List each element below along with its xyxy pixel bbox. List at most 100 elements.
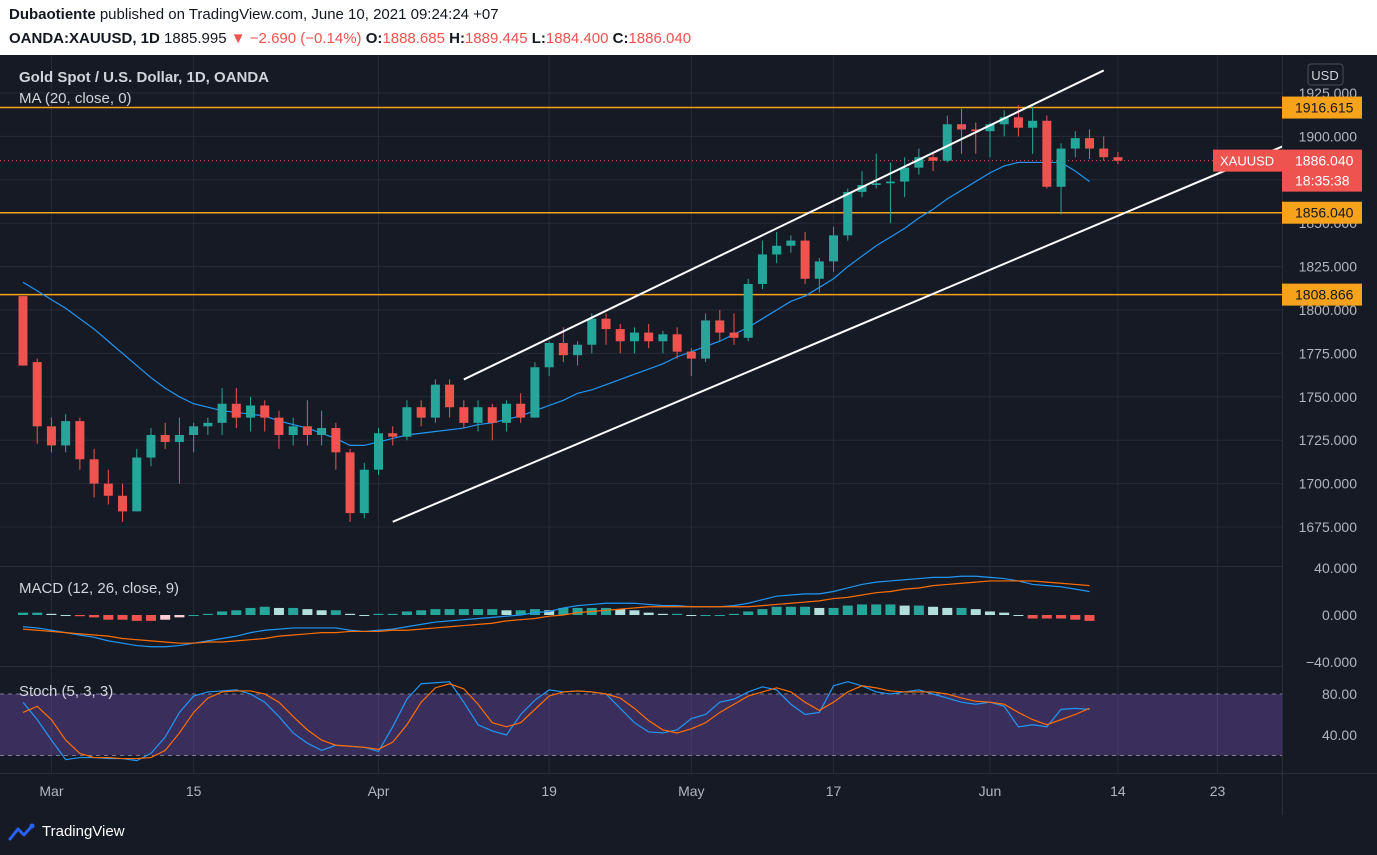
candle <box>487 403 497 441</box>
candle-body <box>118 495 128 512</box>
chart-title: Gold Spot / U.S. Dollar, 1D, OANDA <box>19 69 269 86</box>
macd-histogram-bar <box>74 615 85 617</box>
change-value: −2.690 (−0.14%) <box>249 30 362 47</box>
candle <box>402 400 412 441</box>
macd-histogram-bar <box>259 606 270 615</box>
candle <box>786 235 796 253</box>
time-tick-label: 19 <box>541 783 557 799</box>
macd-histogram-bar <box>1056 615 1067 619</box>
macd-histogram-bar <box>387 613 398 615</box>
open-value: 1888.685 <box>382 30 445 47</box>
macd-histogram-bar <box>629 610 640 615</box>
last-price-tag <box>1282 149 1362 192</box>
candle-body <box>246 405 256 418</box>
chart-frame[interactable]: Gold Spot / U.S. Dollar, 1D, OANDA MA (20… <box>0 55 1377 815</box>
candle-body <box>388 433 398 437</box>
candle-body <box>686 351 696 359</box>
candle-body <box>871 183 881 186</box>
macd-histogram-bar <box>89 615 100 618</box>
level-price-text: 1916.615 <box>1295 100 1354 116</box>
candle <box>89 448 99 498</box>
candle-body <box>729 332 739 338</box>
candle <box>644 323 654 349</box>
macd-histogram-bar <box>942 607 953 615</box>
candle-body <box>829 235 839 262</box>
macd-histogram-bar <box>416 610 427 615</box>
candle-body <box>615 329 625 342</box>
macd-histogram-bar <box>657 613 668 615</box>
stoch-label: Stoch (5, 3, 3) <box>19 683 113 700</box>
time-tick-label: 14 <box>1110 783 1126 799</box>
macd-histogram-bar <box>174 615 185 618</box>
candle <box>317 410 327 446</box>
candle <box>61 414 71 453</box>
candle <box>601 313 611 345</box>
candle-body <box>174 434 184 442</box>
macd-histogram-bar <box>970 609 981 615</box>
macd-histogram-bar <box>302 609 313 615</box>
macd-histogram-bar <box>103 615 114 620</box>
candle <box>1070 131 1080 158</box>
level-price-tag <box>1282 96 1362 119</box>
candle-body <box>701 320 711 359</box>
candle <box>132 448 142 512</box>
stoch-pane <box>0 681 1282 762</box>
macd-histogram-bar <box>984 611 995 615</box>
candle <box>416 400 426 427</box>
macd-histogram-bar <box>202 613 213 615</box>
low-value: 1884.400 <box>545 30 609 47</box>
candle-body <box>743 283 753 338</box>
candle <box>1056 143 1066 215</box>
candle <box>1042 115 1052 189</box>
macd-histogram-bar <box>515 610 526 615</box>
macd-histogram-bar <box>956 607 967 615</box>
author-name[interactable]: Dubaotiente <box>9 6 96 23</box>
close-value: 1886.040 <box>628 30 692 47</box>
candle-body <box>971 129 981 132</box>
candle <box>288 417 298 446</box>
candle <box>814 257 824 293</box>
candle <box>388 426 398 446</box>
macd-histogram-bar <box>814 607 825 615</box>
candle <box>587 313 597 354</box>
candle <box>914 148 924 175</box>
candle <box>32 358 42 444</box>
countdown-text: 18:35:38 <box>1295 173 1350 189</box>
candle-body <box>672 334 682 352</box>
stoch-d-line <box>22 683 1090 760</box>
macd-histogram-bar <box>117 615 128 620</box>
macd-tick-label: 0.000 <box>1322 607 1357 623</box>
candle <box>189 422 199 453</box>
candle-body <box>317 428 327 435</box>
macd-histogram-bar <box>217 611 228 615</box>
candle-body <box>331 428 341 453</box>
candle <box>1013 105 1023 137</box>
macd-histogram-bar <box>928 606 939 615</box>
level-price-text: 1808.866 <box>1295 287 1354 303</box>
macd-histogram-bar <box>444 609 455 615</box>
price-tick-label: 1900.000 <box>1299 128 1358 144</box>
candle-body <box>445 384 455 408</box>
time-tick-label: 23 <box>1210 783 1226 799</box>
time-tick-label: Jun <box>979 783 1002 799</box>
time-tick-label: May <box>678 783 704 799</box>
candle-body <box>359 469 369 514</box>
candle-body <box>1013 117 1023 128</box>
candle <box>558 327 568 363</box>
candle <box>174 417 184 484</box>
brand-name[interactable]: TradingView <box>42 823 125 840</box>
time-tick-label: Mar <box>39 783 63 799</box>
chart-svg[interactable]: Gold Spot / U.S. Dollar, 1D, OANDA MA (20… <box>0 55 1377 815</box>
macd-histogram-bar <box>828 607 839 615</box>
candle <box>1099 136 1109 161</box>
candle-body <box>1099 148 1109 158</box>
macd-histogram-bar <box>359 615 370 616</box>
candle-body <box>530 367 540 418</box>
candle <box>1085 129 1094 159</box>
macd-histogram-bar <box>330 610 341 615</box>
candle-body <box>857 185 867 192</box>
candle <box>672 327 682 359</box>
main-pane <box>0 69 1282 523</box>
macd-histogram-bar <box>714 615 725 616</box>
candle-body <box>1070 138 1080 149</box>
